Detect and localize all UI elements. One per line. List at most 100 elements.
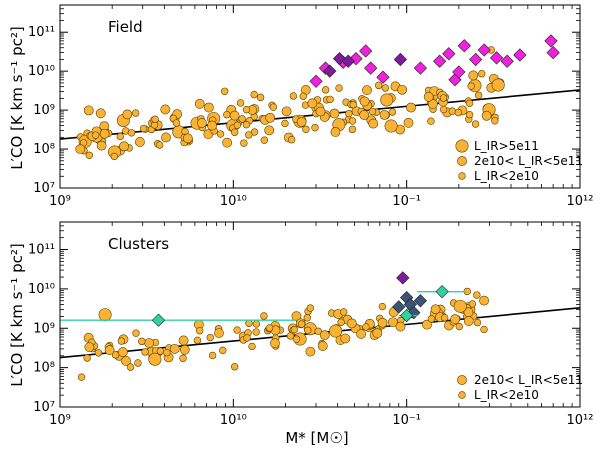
data-point-diamond	[393, 52, 408, 67]
legend-marker	[458, 172, 466, 180]
data-point-circle	[479, 295, 489, 306]
data-point-circle	[349, 101, 357, 109]
x-tick-label: 10¹⁰	[220, 413, 247, 428]
data-point-diamond	[489, 51, 504, 65]
data-point-circle	[306, 304, 315, 312]
plot-area	[60, 271, 580, 381]
data-point-circle	[427, 117, 435, 125]
data-point-circle	[240, 139, 248, 147]
data-point-circle	[178, 335, 189, 346]
data-point-circle	[139, 124, 148, 133]
data-point-circle	[208, 351, 217, 360]
data-point-diamond	[500, 54, 514, 68]
data-point-diamond	[359, 44, 373, 58]
data-point-circle	[127, 129, 136, 137]
panel-title-clusters: Clusters	[108, 235, 169, 253]
data-point-circle	[169, 343, 180, 354]
data-point-circle	[345, 109, 353, 118]
data-point-circle	[138, 337, 146, 346]
data-point-circle	[468, 70, 479, 81]
data-point-circle	[207, 120, 218, 131]
data-point-circle	[256, 93, 265, 102]
data-point-diamond	[442, 47, 456, 61]
data-point-circle	[380, 93, 394, 107]
data-point-circle	[230, 128, 239, 136]
legend-marker	[458, 391, 466, 399]
data-point-circle	[131, 109, 140, 117]
data-point-circle	[406, 102, 416, 113]
data-point-circle	[372, 328, 383, 339]
data-point-circle	[230, 363, 239, 371]
data-point-circle	[491, 117, 499, 125]
data-point-circle	[252, 320, 261, 328]
data-point-circle	[287, 136, 296, 144]
data-point-circle	[281, 106, 292, 117]
x-tick-label: 10¹²	[567, 194, 594, 209]
data-point-circle	[321, 86, 330, 94]
data-point-diamond	[457, 39, 471, 53]
data-point-diamond	[400, 308, 414, 323]
x-tick-label: 10¹²	[567, 413, 594, 428]
data-point-circle	[83, 354, 91, 362]
data-point-circle	[463, 316, 474, 326]
plot-area	[60, 34, 580, 161]
y-tick-label: 10¹¹	[28, 25, 55, 40]
data-point-circle	[439, 94, 448, 102]
data-point-circle	[340, 308, 348, 316]
data-point-circle	[384, 119, 398, 133]
data-point-circle	[315, 106, 326, 117]
data-point-circle	[233, 326, 241, 334]
data-point-circle	[346, 318, 357, 329]
data-point-circle	[242, 105, 251, 114]
data-point-circle	[362, 85, 372, 96]
y-tick-label: 10⁹	[33, 103, 55, 118]
data-point-circle	[195, 327, 204, 335]
data-point-circle	[94, 349, 103, 357]
legend-label: 2e10< L_IR<5e11	[474, 154, 583, 168]
data-point-circle	[132, 329, 140, 337]
data-point-diamond	[546, 45, 560, 60]
y-tick-label: 10¹¹	[28, 243, 55, 258]
data-point-circle	[335, 84, 343, 92]
data-point-circle	[348, 125, 357, 134]
data-point-circle	[326, 95, 334, 104]
legend-label: L_IR>5e11	[474, 139, 539, 153]
data-point-circle	[110, 152, 119, 161]
data-point-circle	[270, 338, 280, 349]
data-point-circle	[359, 110, 370, 120]
data-point-diamond	[376, 70, 390, 84]
data-point-circle	[229, 110, 240, 121]
data-point-circle	[403, 117, 414, 128]
data-point-circle	[329, 324, 343, 338]
data-point-circle	[297, 320, 306, 328]
data-point-circle	[304, 326, 312, 334]
data-point-circle	[179, 354, 187, 362]
plot-frame	[59, 221, 581, 408]
legend-marker	[457, 156, 467, 166]
x-tick-label: 10⁹	[49, 413, 71, 428]
legend-marker	[457, 375, 467, 385]
legend-label: L_IR<2e10	[474, 388, 539, 402]
data-point-circle	[161, 132, 171, 143]
data-point-circle	[377, 317, 388, 328]
data-point-circle	[450, 314, 460, 325]
data-point-circle	[220, 87, 229, 95]
y-tick-label: 10¹⁰	[28, 282, 55, 297]
data-point-circle	[337, 318, 345, 326]
data-point-diamond	[477, 43, 491, 57]
data-point-circle	[155, 141, 164, 149]
data-point-circle	[317, 341, 328, 351]
data-point-circle	[222, 137, 233, 148]
data-point-circle	[359, 96, 370, 107]
data-point-circle	[151, 115, 159, 124]
data-point-circle	[75, 144, 86, 155]
data-point-circle	[160, 104, 171, 115]
data-point-circle	[281, 119, 289, 128]
data-point-circle	[307, 98, 318, 109]
data-point-circle	[480, 325, 488, 334]
data-point-circle	[117, 347, 128, 357]
data-point-circle	[454, 108, 463, 117]
data-point-circle	[144, 338, 155, 348]
data-point-circle	[104, 345, 115, 356]
